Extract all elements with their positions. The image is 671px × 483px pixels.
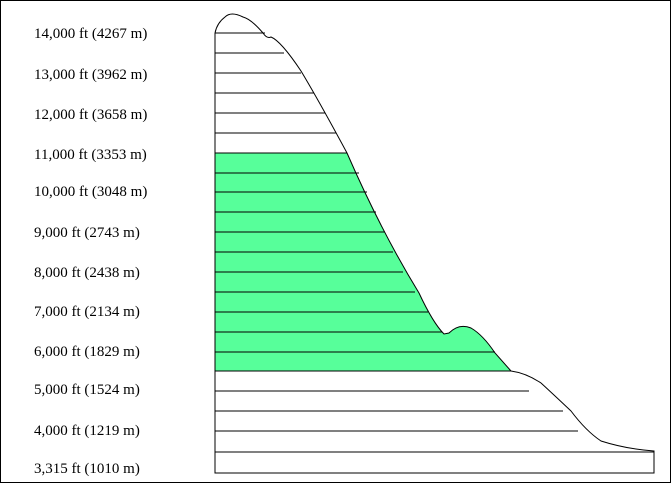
elevation-label-6000: 6,000 ft (1829 m)	[34, 344, 140, 360]
elevation-label-4000: 4,000 ft (1219 m)	[34, 423, 140, 439]
elevation-label-10000: 10,000 ft (3048 m)	[34, 184, 147, 200]
elevation-label-9000: 9,000 ft (2743 m)	[34, 225, 140, 241]
elevation-label-13000: 13,000 ft (3962 m)	[34, 67, 147, 83]
elevation-label-11000: 11,000 ft (3353 m)	[34, 147, 147, 163]
elevation-label-3315: 3,315 ft (1010 m)	[34, 461, 140, 477]
elevation-label-5000: 5,000 ft (1524 m)	[34, 382, 140, 398]
elevation-label-8000: 8,000 ft (2438 m)	[34, 265, 140, 281]
base-elevation-box	[214, 451, 655, 474]
highlighted-elevation-band	[215, 153, 511, 371]
elevation-labels: 14,000 ft (4267 m) 13,000 ft (3962 m) 12…	[34, 26, 147, 477]
elevation-label-7000: 7,000 ft (2134 m)	[34, 304, 140, 320]
elevation-label-12000: 12,000 ft (3658 m)	[34, 107, 147, 123]
mountain-outline	[214, 13, 655, 474]
elevation-label-14000: 14,000 ft (4267 m)	[34, 26, 147, 42]
highlight-band-layer	[215, 153, 511, 371]
